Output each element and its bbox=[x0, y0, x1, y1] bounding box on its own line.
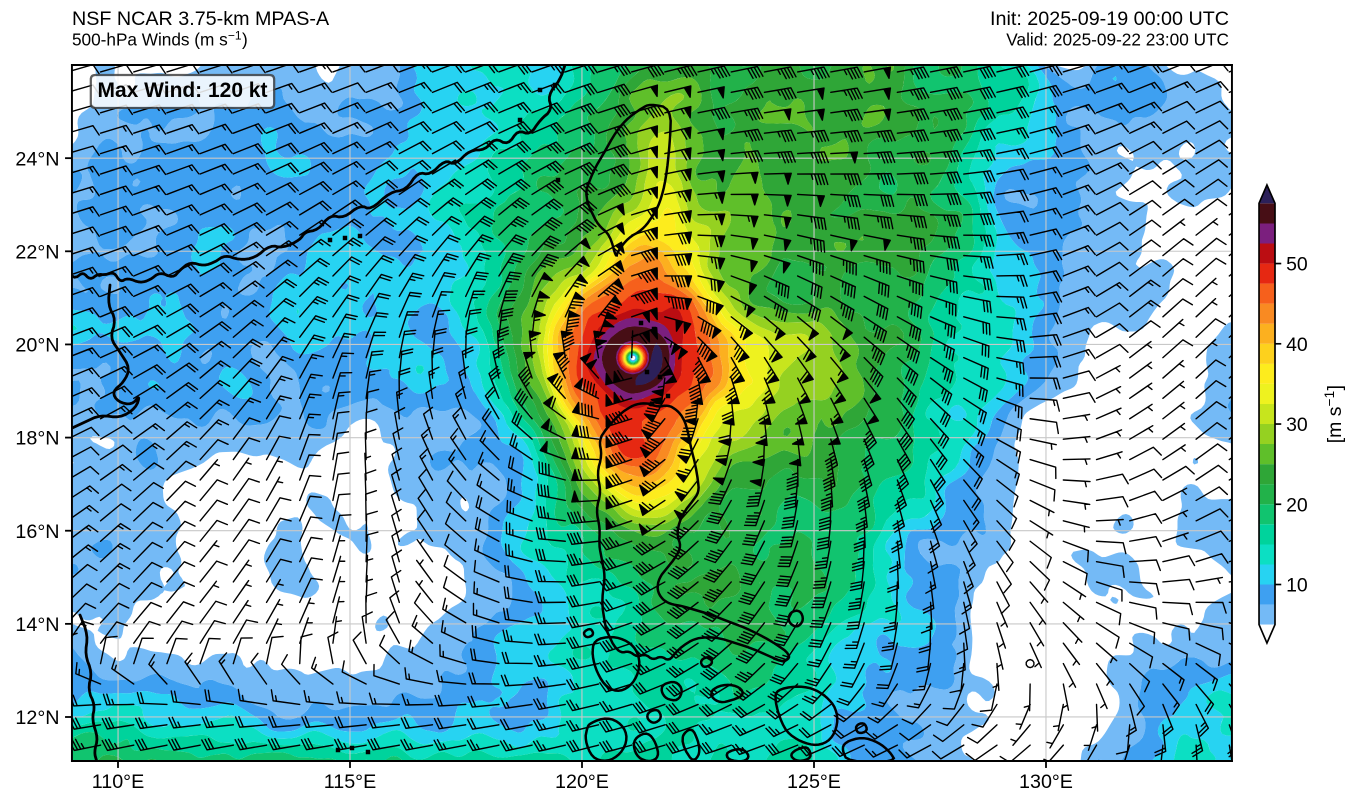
svg-text:Valid: 2025-09-22 23:00 UTC: Valid: 2025-09-22 23:00 UTC bbox=[1006, 29, 1229, 49]
svg-text:125°E: 125°E bbox=[787, 771, 841, 793]
svg-text:50: 50 bbox=[1286, 254, 1308, 276]
svg-text:16°N: 16°N bbox=[15, 521, 59, 543]
svg-text:22°N: 22°N bbox=[15, 241, 59, 263]
svg-text:Init: 2025-09-19 00:00 UTC: Init: 2025-09-19 00:00 UTC bbox=[990, 8, 1229, 30]
svg-text:130°E: 130°E bbox=[1019, 771, 1073, 793]
svg-text:10: 10 bbox=[1286, 575, 1308, 597]
svg-text:NSF NCAR 3.75-km MPAS-A: NSF NCAR 3.75-km MPAS-A bbox=[72, 8, 330, 30]
svg-text:[ m s: [ m s ] − 1 bbox=[1314, 379, 1346, 444]
svg-text:115°E: 115°E bbox=[324, 771, 376, 793]
svg-text:30: 30 bbox=[1286, 414, 1308, 436]
svg-text:20°N: 20°N bbox=[15, 335, 59, 357]
svg-text:Max Wind: 120 kt: Max Wind: 120 kt bbox=[98, 79, 268, 102]
svg-text:120°E: 120°E bbox=[555, 771, 609, 793]
svg-text:18°N: 18°N bbox=[15, 428, 59, 450]
svg-text:20: 20 bbox=[1286, 494, 1308, 516]
svg-text:12°N: 12°N bbox=[15, 707, 59, 729]
svg-text:40: 40 bbox=[1286, 334, 1308, 356]
svg-text:110°E: 110°E bbox=[92, 771, 144, 793]
svg-text:14°N: 14°N bbox=[15, 614, 59, 636]
svg-text:24°N: 24°N bbox=[15, 148, 59, 170]
svg-text:5 0 0 - h: 5 0 0 - h P a W i n d s ( m s ) − 1 bbox=[72, 19, 254, 50]
